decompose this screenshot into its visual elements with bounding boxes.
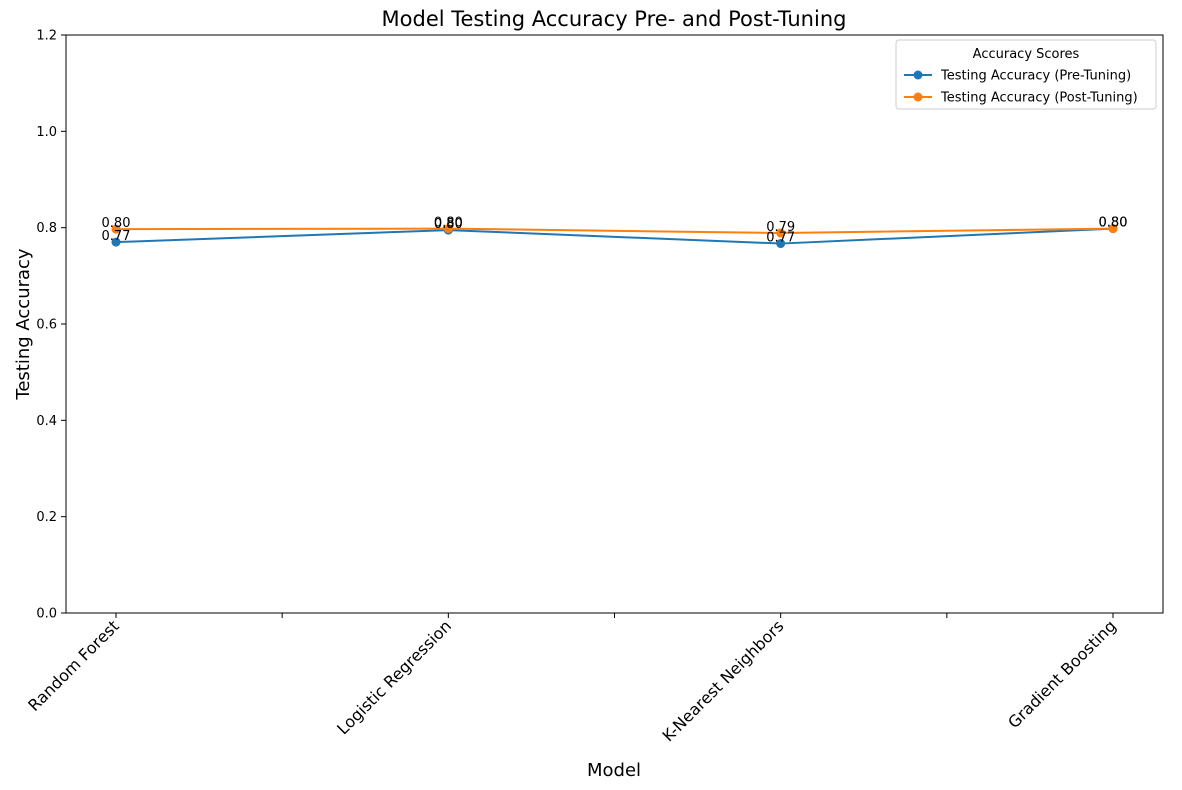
data-label: 0.80: [434, 217, 463, 232]
legend-label: Testing Accuracy (Post-Tuning): [940, 91, 1138, 106]
y-tick-label: 0.6: [36, 318, 57, 333]
chart-title: Model Testing Accuracy Pre- and Post-Tun…: [382, 7, 847, 31]
y-tick-label: 1.0: [36, 125, 57, 140]
data-point: [776, 228, 786, 238]
data-label: 0.80: [102, 216, 131, 231]
series-line: [115, 227, 1114, 245]
data-label: 0.77: [766, 231, 795, 246]
data-label: 0.80: [434, 216, 463, 231]
data-point: [111, 224, 121, 234]
legend-marker: [913, 92, 923, 102]
x-tick-label: Logistic Regression: [333, 616, 455, 738]
legend-box: [895, 39, 1157, 110]
data-point: [443, 224, 453, 234]
legend: Accuracy Scores Testing Accuracy (Pre-Tu…: [895, 39, 1157, 110]
data-label: 0.77: [102, 229, 131, 244]
y-tick-label: 0.8: [36, 221, 57, 236]
y-tick-label: 0.0: [36, 607, 57, 622]
y-tick-label: 0.4: [36, 414, 57, 429]
legend-entries: Testing Accuracy (Pre-Tuning) Testing Acc…: [904, 69, 1138, 106]
x-axis-title: Model: [587, 760, 641, 781]
data-label: 0.80: [1099, 216, 1128, 231]
x-tick-label: Random Forest: [24, 616, 123, 715]
series-line: [115, 227, 1114, 234]
legend-title: Accuracy Scores: [973, 47, 1080, 62]
data-point: [1108, 224, 1118, 234]
x-tick-label: K-Nearest Neighbors: [659, 616, 788, 745]
y-axis-title: Testing Accuracy: [13, 248, 34, 401]
data-label: 0.80: [1099, 216, 1128, 231]
y-tick-label: 0.2: [36, 510, 57, 525]
plot-area: 0.0 0.2 0.4 0.6 0.8 1.0 1.2 Random Forest Logist…: [24, 29, 1164, 745]
data-label: 0.79: [766, 220, 795, 235]
data-point: [776, 239, 786, 249]
legend-marker: [913, 70, 923, 80]
y-tick-label: 1.2: [36, 29, 57, 44]
legend-label: Testing Accuracy (Pre-Tuning): [940, 69, 1131, 84]
data-point: [111, 237, 121, 247]
x-tick-label: Gradient Boosting: [1004, 616, 1120, 732]
plot-frame: [65, 34, 1164, 614]
